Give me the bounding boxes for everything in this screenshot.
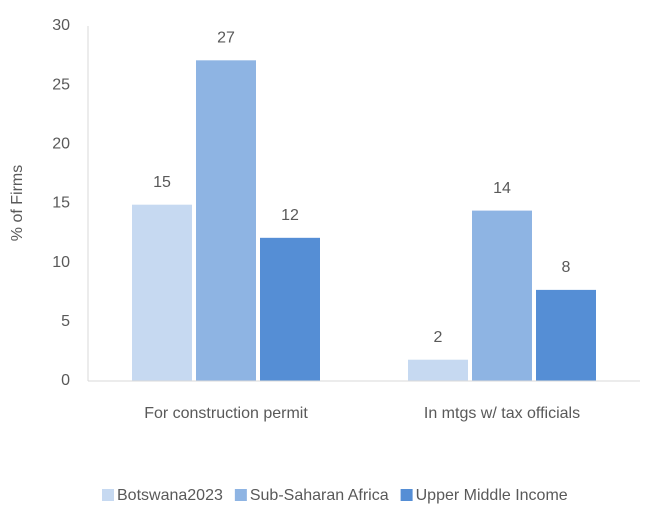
legend-swatch (400, 489, 413, 501)
data-label: 12 (281, 207, 299, 224)
y-tick-label: 20 (52, 136, 70, 153)
data-label: 2 (434, 329, 443, 346)
bar (536, 289, 596, 381)
data-label: 27 (217, 30, 235, 47)
y-tick-label: 0 (61, 372, 70, 389)
y-tick-label: 5 (61, 313, 70, 330)
legend-swatch (234, 489, 247, 501)
bar (408, 359, 468, 381)
y-tick-label: 25 (52, 76, 70, 93)
bar (472, 210, 532, 381)
data-label: 14 (493, 180, 511, 197)
bar (196, 60, 256, 382)
data-label: 15 (153, 174, 171, 191)
x-tick-label: In mtgs w/ tax officials (424, 405, 580, 422)
y-tick-label: 30 (52, 17, 70, 34)
y-tick-label: 10 (52, 254, 70, 271)
bar (260, 237, 320, 381)
legend-label: Upper Middle Income (416, 487, 568, 504)
bar (132, 204, 192, 381)
legend-label: Botswana2023 (117, 487, 223, 504)
x-tick-label: For construction permit (144, 405, 308, 422)
legend-label: Sub-Saharan Africa (250, 487, 389, 504)
y-axis-label: % of Firms (9, 165, 26, 241)
data-label: 8 (562, 259, 571, 276)
y-tick-label: 15 (52, 195, 70, 212)
legend-swatch (102, 489, 114, 501)
